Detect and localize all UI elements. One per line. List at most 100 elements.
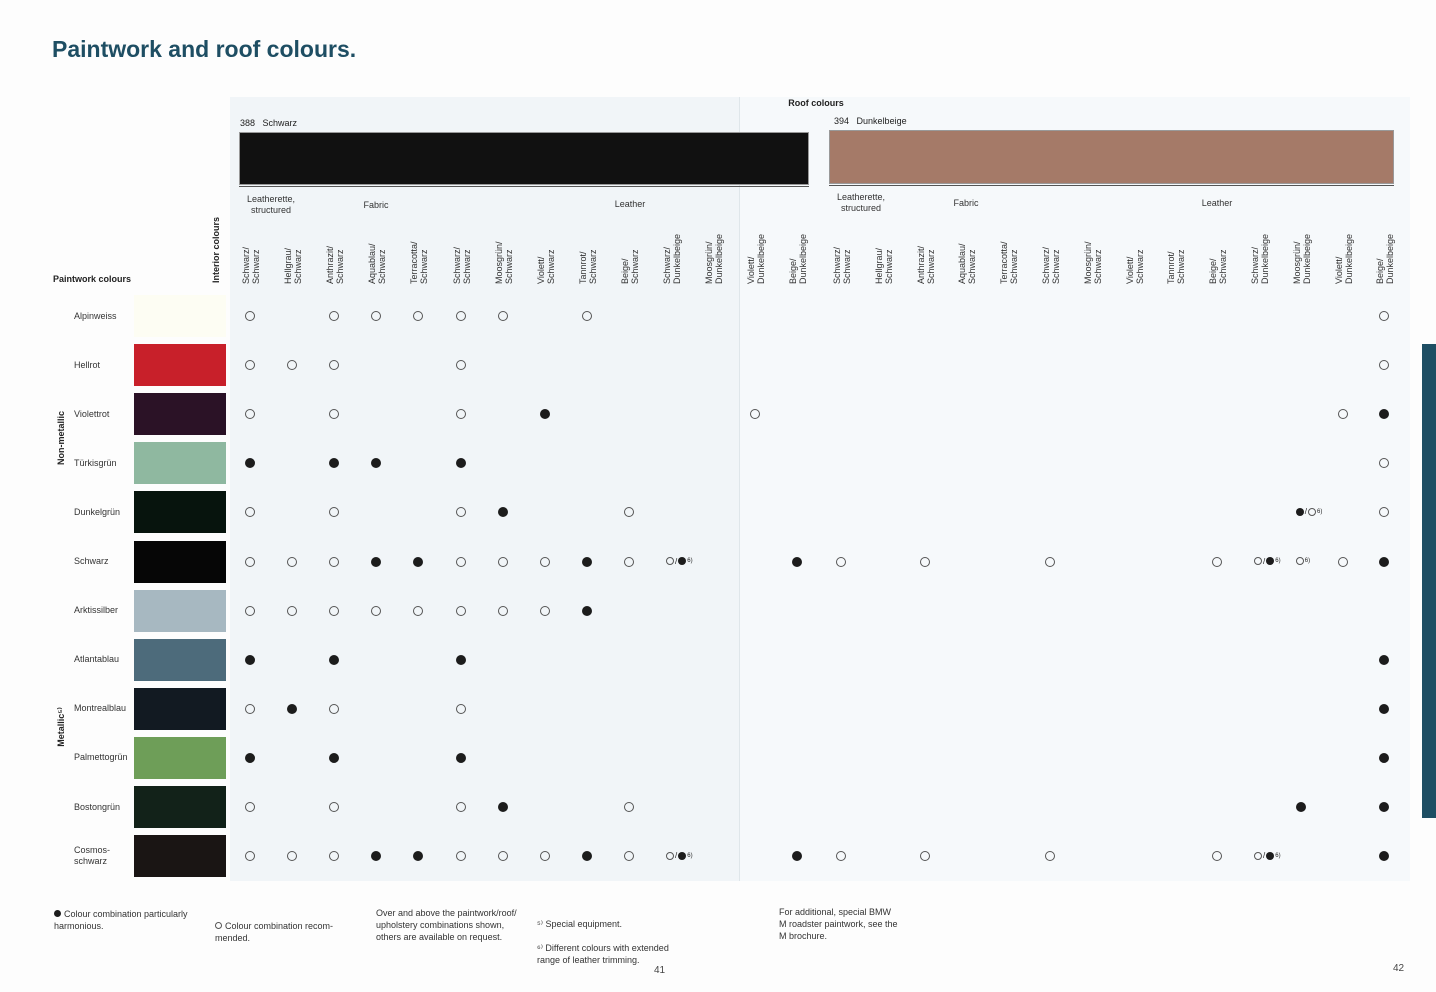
column-header: Moosgrün/Dunkelbeige: [1291, 134, 1313, 284]
recommended-mark: [750, 409, 761, 420]
roof-colours-heading: Roof colours: [788, 98, 844, 108]
paint-name: Schwarz: [74, 556, 109, 566]
column-header: Beige/Schwarz: [619, 134, 641, 284]
combo-mark: /6): [666, 557, 693, 566]
recommended-mark: [329, 556, 340, 567]
recommended-mark: [245, 703, 255, 714]
column-header-line: Violett/: [535, 256, 546, 284]
column-header-line: Anthrazit/: [915, 245, 926, 284]
page-title: Paintwork and roof colours.: [52, 36, 357, 62]
recommended-mark: [1337, 409, 1348, 420]
recommended-mark: [623, 851, 634, 862]
column-header-line: Schwarz: [842, 249, 852, 284]
harmonious-mark: [581, 556, 592, 567]
harmonious-mark: [581, 605, 592, 616]
open-dot-icon: [215, 922, 222, 929]
paint-swatch: [134, 736, 226, 779]
column-header-line: Schwarz: [1218, 249, 1229, 284]
combo-mark: /6): [1295, 507, 1323, 516]
recommended-mark: [329, 360, 340, 371]
column-header-line: Dunkelbeige: [756, 233, 767, 284]
recommended-mark: [455, 311, 466, 321]
column-header-line: Schwarz: [1134, 249, 1145, 284]
column-header-line: Schwarz: [587, 249, 598, 284]
paint-swatch: [134, 344, 226, 387]
paint-swatch: [134, 589, 226, 632]
column-header: Violett/Dunkelbeige: [745, 134, 767, 284]
recommended-mark: [1337, 556, 1348, 567]
column-header-line: Moosgrün/: [1082, 241, 1093, 284]
column-header: Terracotta/Schwarz: [408, 134, 430, 284]
column-header-line: Aquablau/: [367, 243, 378, 284]
recommended-mark: [497, 605, 508, 616]
column-header: Hellgrau/Schwarz: [873, 134, 895, 284]
recommended-mark: [497, 851, 508, 862]
harmonious-mark: [287, 703, 298, 714]
paint-name: Violettrot: [74, 408, 110, 419]
column-header: Aquablau/Schwarz: [956, 134, 978, 284]
column-header-line: Schwarz: [967, 249, 978, 284]
harmonious-mark: [792, 851, 803, 862]
column-header-line: Dunkelbeige: [1343, 233, 1354, 284]
legend-open: Colour combination recom- mended.: [215, 908, 355, 944]
column-header-line: Moosgrün/: [704, 241, 715, 284]
column-header: Schwarz/Schwarz: [451, 134, 473, 284]
paint-name: Palmettogrün: [74, 752, 128, 763]
recommended-mark: [919, 851, 930, 862]
metallic-label: Metallic⁵⁾: [56, 707, 66, 747]
column-header-line: Dunkelbeige: [1301, 233, 1312, 284]
column-header: Moosgrün/Dunkelbeige: [703, 134, 725, 284]
column-header-line: Schwarz: [1092, 249, 1103, 284]
harmonious-mark: [245, 752, 255, 763]
harmonious-mark: [245, 458, 255, 469]
column-header-line: Dunkelbeige: [672, 233, 682, 284]
paintwork-colours-label: Paintwork colours: [53, 274, 132, 284]
combo-mark: /6): [1254, 557, 1281, 566]
column-header: Violett/Dunkelbeige: [1333, 134, 1355, 284]
group-leather-left: Leather: [614, 199, 646, 209]
column-header: Schwarz/Dunkelbeige: [1249, 134, 1271, 284]
harmonious-mark: [329, 752, 340, 763]
column-header-line: Schwarz: [629, 249, 640, 284]
non-metallic-label: Non-metallic: [56, 411, 66, 466]
harmonious-mark: [371, 458, 382, 469]
recommended-mark: [1045, 556, 1055, 567]
column-header-line: Schwarz/: [451, 246, 462, 284]
roof-left-label: 388 Schwarz: [240, 118, 297, 128]
recommended-mark: [329, 703, 340, 714]
recommended-mark: [329, 851, 340, 862]
group-leatherette-right: Leatherette, structured: [836, 192, 886, 213]
harmonious-mark: [371, 556, 382, 567]
column-header-line: Schwarz: [883, 249, 894, 284]
column-header-line: Schwarz: [925, 249, 936, 284]
combo-mark: /6): [666, 851, 693, 860]
column-header-line: Schwarz/: [241, 246, 251, 284]
harmonious-mark: [1295, 802, 1306, 812]
column-header-line: Dunkelbeige: [1385, 233, 1396, 284]
roof-left-code: 388: [240, 118, 256, 128]
column-header-line: Dunkelbeige: [714, 233, 725, 284]
column-header-line: Terracotta/: [999, 241, 1010, 284]
harmonious-mark: [1379, 654, 1390, 665]
harmonious-mark: [455, 458, 466, 469]
footnote-ref: 6): [1317, 508, 1323, 515]
left-group-rule: [239, 186, 809, 187]
harmonious-mark: [581, 851, 592, 862]
column-header-line: Schwarz: [503, 249, 514, 284]
column-header-line: Schwarz: [1051, 249, 1061, 284]
recommended-mark: [1379, 507, 1390, 518]
column-header-line: Moosgrün/: [1291, 241, 1302, 284]
chart-background-right: [740, 97, 1410, 881]
legend-filled-text: Colour combination particularly harmonio…: [54, 909, 188, 931]
column-header: Beige/Schwarz: [1207, 134, 1229, 284]
column-header-line: Tannrot/: [577, 251, 588, 284]
column-header: Moosgrün/Schwarz: [1082, 134, 1104, 284]
recommended-mark: [287, 556, 298, 567]
column-header: Schwarz/Dunkelbeige: [661, 134, 683, 284]
recommended-mark: [581, 311, 592, 321]
recommended-mark: [455, 507, 466, 518]
legend-filled: Colour combination particularly harmonio…: [54, 908, 204, 932]
recommended-mark: [455, 802, 466, 812]
roof-divider: [739, 97, 740, 881]
recommended-mark: [623, 802, 634, 812]
